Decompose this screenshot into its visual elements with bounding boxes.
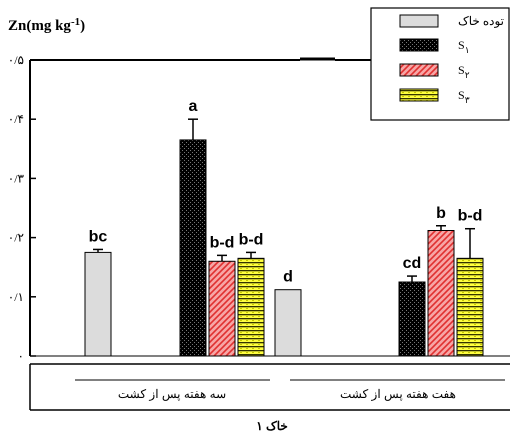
significance-letter: bc: [89, 228, 108, 245]
y-tick-label: ۰/۳: [8, 171, 25, 185]
y-axis-title-base: Zn(mg kg: [8, 18, 71, 34]
bar: [84, 251, 112, 357]
legend-label: توده خاک: [458, 14, 504, 28]
legend-swatch: [399, 88, 439, 102]
group-label-7-weeks: هفت هفته پس از کشت: [340, 387, 456, 401]
significance-letter: b-d: [239, 231, 264, 248]
legend-box: [370, 7, 510, 121]
y-tick-label: ۰/۵: [8, 53, 24, 67]
significance-letter: b-d: [458, 208, 483, 225]
y-axis-title-close: ): [80, 18, 85, 34]
bar: [237, 257, 265, 357]
legend-swatch: [399, 63, 439, 77]
legend-label: S۳: [458, 88, 470, 105]
bar: [274, 289, 302, 357]
significance-letter: a: [189, 98, 198, 115]
bar: [208, 260, 236, 357]
legend-label: S۱: [458, 38, 470, 55]
y-tick-label: ۰/۲: [8, 231, 24, 245]
y-tick-label: ۰: [18, 349, 24, 363]
legend-swatch: [399, 14, 439, 28]
significance-letter: b: [436, 205, 446, 222]
bar: [179, 139, 207, 357]
significance-letter: cd: [403, 255, 422, 272]
y-axis-title-exp: -1: [71, 16, 80, 28]
legend: توده خاک S۱ S۲ S۳: [370, 7, 510, 121]
significance-letter: d: [283, 269, 293, 286]
legend-label: S۲: [458, 63, 470, 80]
bar: [398, 281, 426, 357]
y-tick-label: ۰/۴: [8, 112, 24, 126]
group-label-3-weeks: سه هفته پس از کشت: [118, 387, 226, 401]
bar: [427, 229, 455, 357]
y-ticks: ۰ ۰/۱ ۰/۲ ۰/۳ ۰/۴ ۰/۵: [8, 53, 36, 363]
y-tick-label: ۰/۱: [8, 290, 24, 304]
x-axis-title: خاک ۱: [256, 419, 288, 433]
bar: [456, 257, 484, 357]
significance-letter: b-d: [210, 234, 235, 251]
legend-swatch: [399, 38, 439, 52]
y-axis-title: Zn(mg kg-1): [8, 16, 85, 34]
